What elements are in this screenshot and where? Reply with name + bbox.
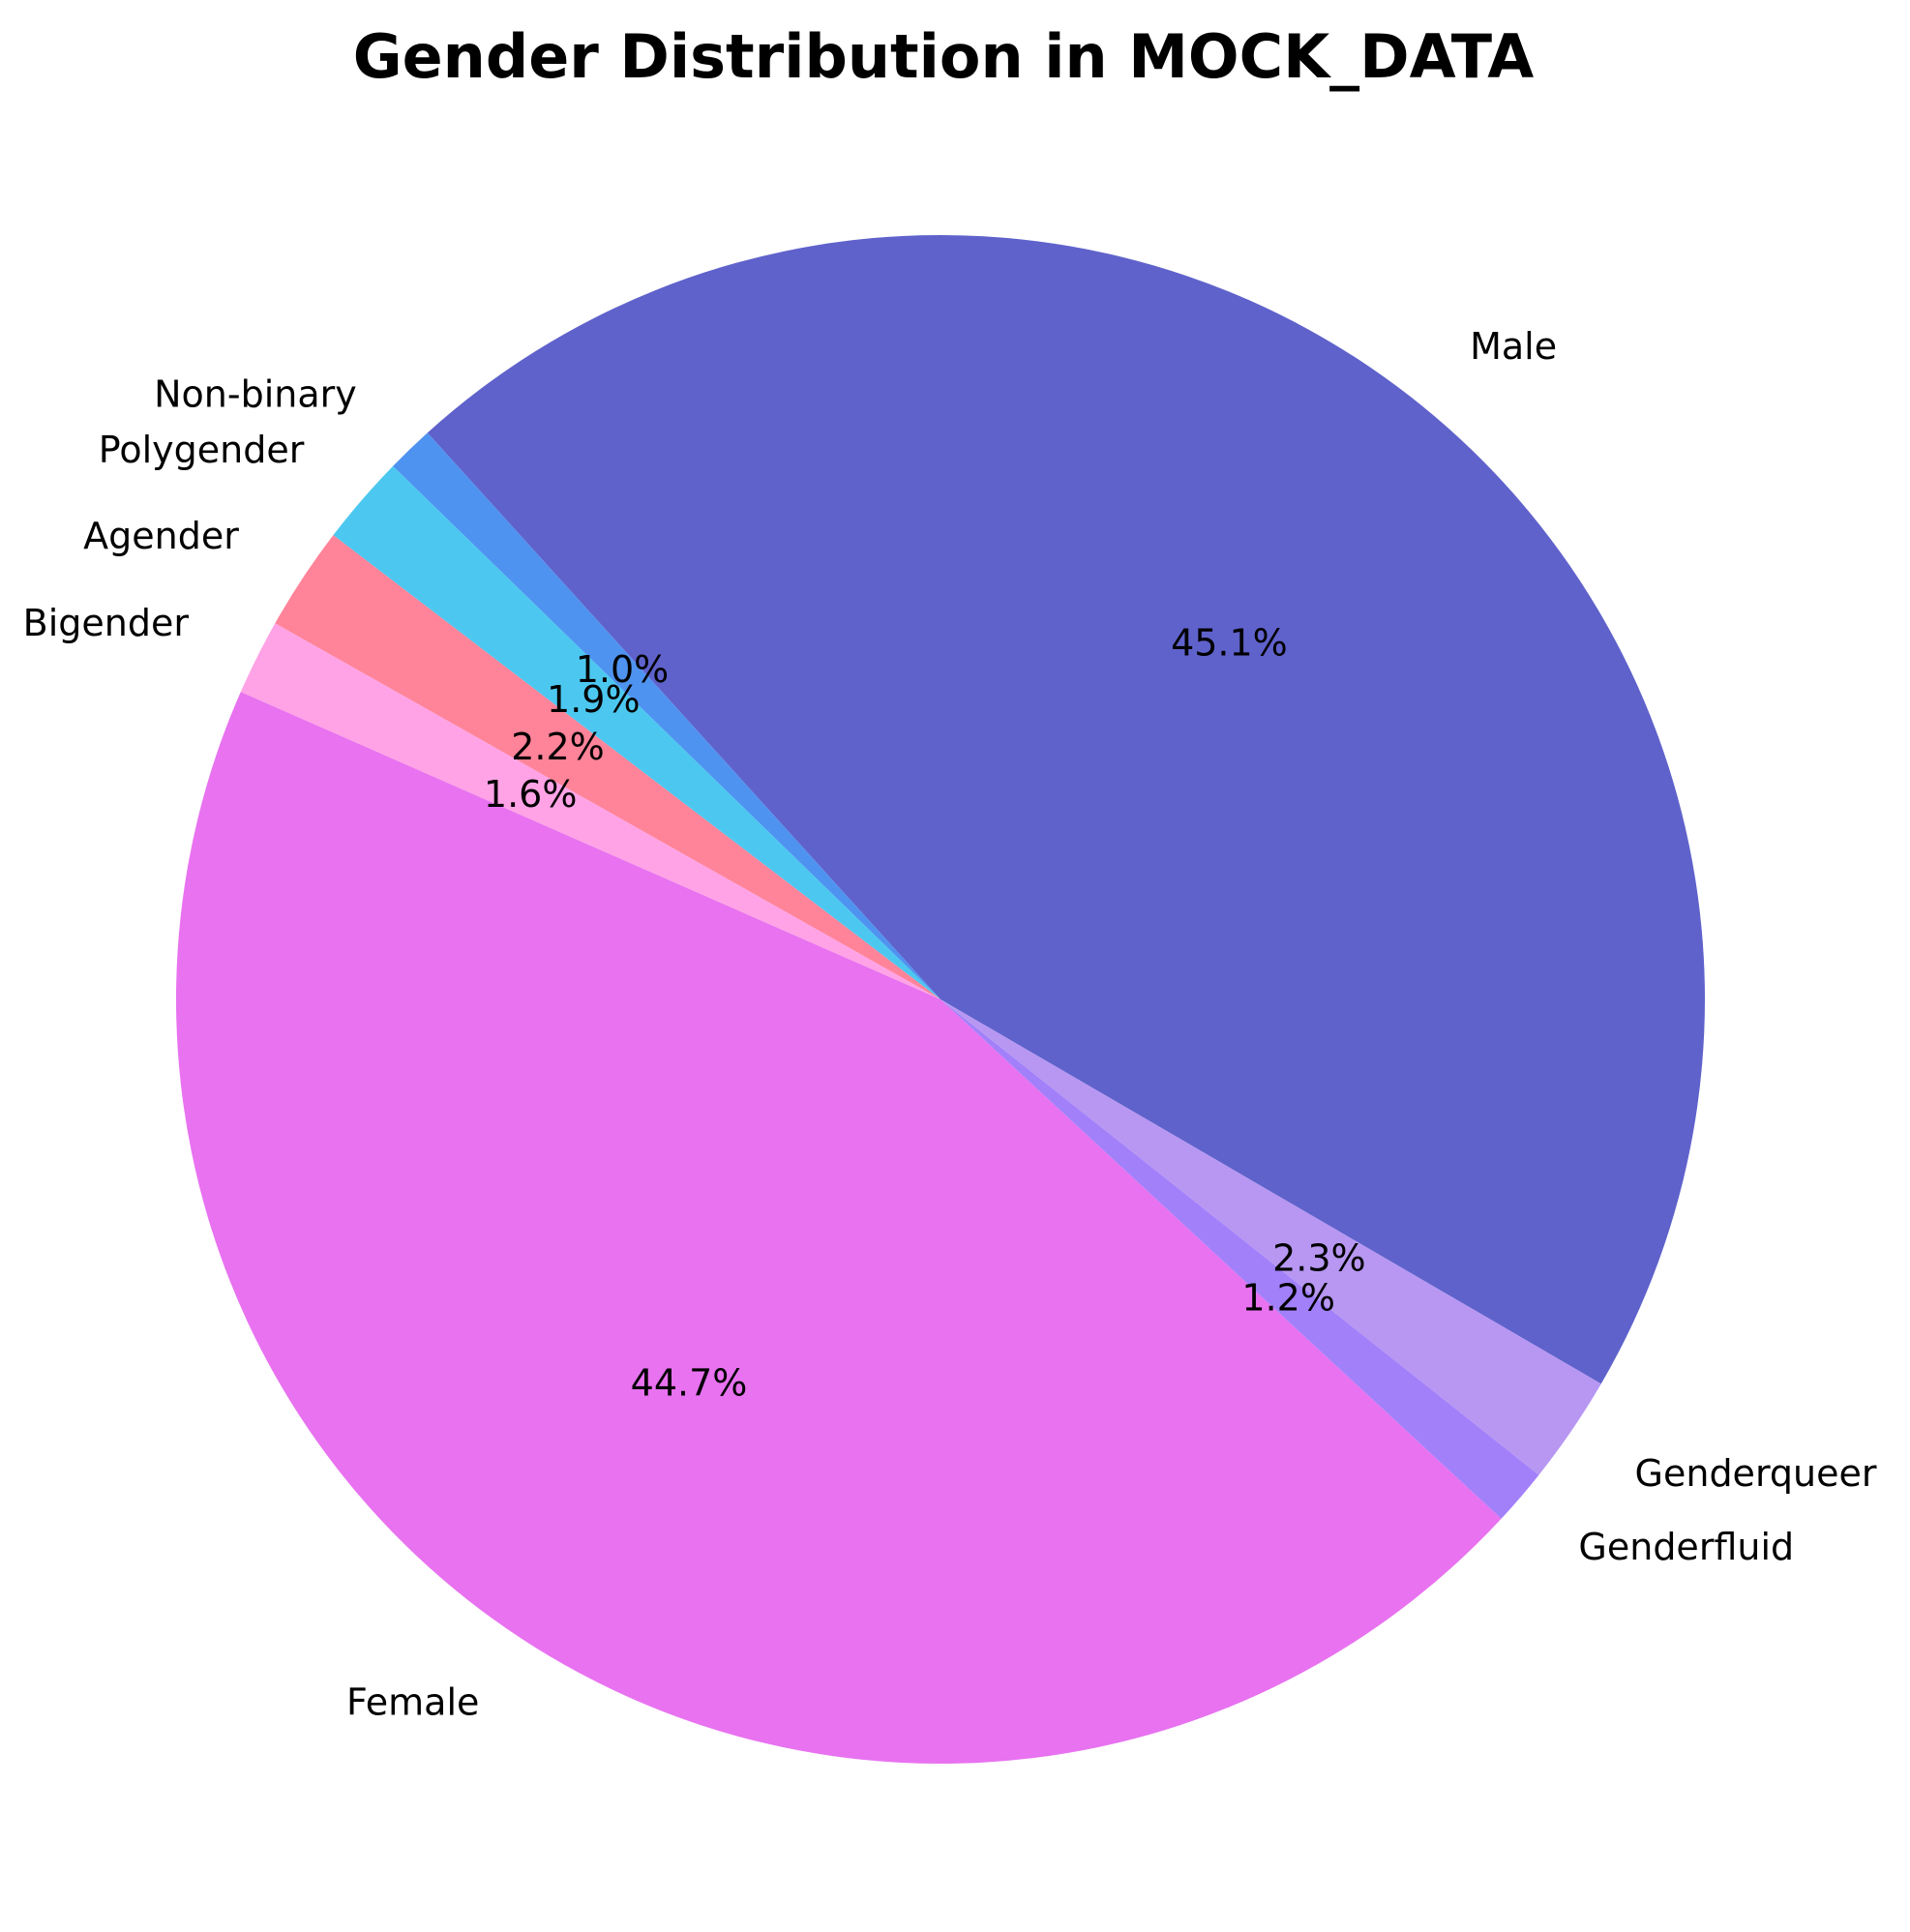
pie-slice-female: [175, 692, 1502, 1765]
pie-slices: [175, 234, 1706, 1765]
pie-slice-genderfluid: [940, 999, 1539, 1519]
pie-slice-agender: [275, 535, 940, 999]
pct-label-genderfluid: 1.2%: [1241, 1277, 1335, 1320]
pct-label-female: 44.7%: [631, 1361, 748, 1404]
slice-label-non-binary: Non-binary: [154, 372, 357, 415]
slice-label-female: Female: [346, 1681, 479, 1724]
pct-label-genderqueer: 2.3%: [1272, 1236, 1366, 1279]
pie-slice-genderqueer: [940, 999, 1601, 1475]
category-labels: Male Non-binary Polygender Agender Bigender F…: [23, 325, 1877, 1724]
slice-label-bigender: Bigender: [23, 602, 190, 644]
slice-label-polygender: Polygender: [99, 429, 305, 471]
pie-slice-polygender: [333, 465, 940, 999]
pie-slice-non-binary: [393, 432, 940, 999]
pct-label-polygender: 1.9%: [547, 678, 641, 721]
pie-slice-bigender: [240, 623, 941, 999]
chart-title: Gender Distribution in MOCK_DATA: [353, 21, 1535, 92]
pct-label-male: 45.1%: [1171, 622, 1288, 665]
percentage-labels: 45.1% 1.0%1.9% 2.2% 1.6% 44.7% 1.2%2.3%: [484, 622, 1366, 1405]
slice-label-genderfluid: Genderfluid: [1578, 1526, 1794, 1568]
slice-label-genderqueer: Genderqueer: [1635, 1452, 1877, 1495]
pct-label-bigender: 1.6%: [484, 773, 578, 816]
slice-label-agender: Agender: [83, 515, 239, 557]
slice-label-male: Male: [1470, 325, 1557, 368]
pct-label-agender: 2.2%: [511, 726, 605, 768]
pct-label-non-binary: 1.0%: [576, 648, 670, 691]
pie-slice-male: [427, 234, 1706, 1384]
